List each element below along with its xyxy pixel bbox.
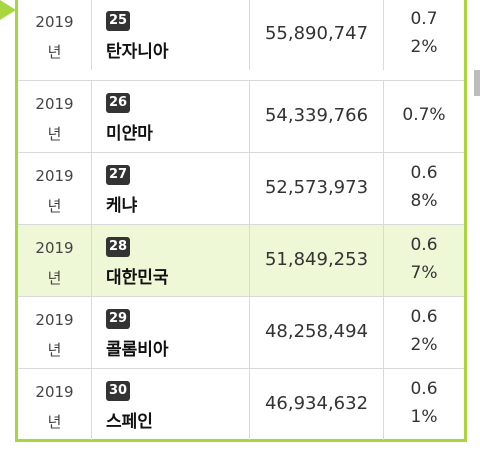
population-cell: 55,890,747 <box>250 0 384 70</box>
share-cell: 0.6 7% <box>384 225 464 296</box>
country-name: 대한민국 <box>106 268 169 288</box>
rank-badge: 30 <box>106 381 131 401</box>
share-cell: 0.6 1% <box>384 369 464 440</box>
population-table: 2019 년 25 탄자니아 55,890,747 0.7 2% 2019 년 … <box>15 0 467 442</box>
population-cell: 46,934,632 <box>250 369 384 440</box>
year-value: 2019 <box>35 239 74 257</box>
population-cell: 52,573,973 <box>250 153 384 224</box>
share-value: 0.7% <box>402 105 446 125</box>
country-cell: 26 미얀마 <box>92 81 250 152</box>
share-value-part1: 0.6 <box>410 379 438 399</box>
share-cell: 0.7 2% <box>384 0 464 70</box>
year-cell: 2019 년 <box>18 369 92 440</box>
share-cell: 0.7% <box>384 81 464 152</box>
share-value-part2: 2% <box>410 37 438 57</box>
year-cell: 2019 년 <box>18 0 92 70</box>
year-unit: 년 <box>47 125 62 143</box>
share-cell: 0.6 2% <box>384 297 464 368</box>
population-value: 54,339,766 <box>264 105 369 126</box>
rank-badge: 29 <box>106 309 131 329</box>
table-row[interactable]: 2019 년 25 탄자니아 55,890,747 0.7 2% <box>18 0 464 70</box>
table-row[interactable]: 2019 년 29 콜롬비아 48,258,494 0.6 2% <box>18 296 464 368</box>
rank-badge: 27 <box>106 165 131 185</box>
country-name: 콜롬비아 <box>106 340 169 360</box>
population-cell: 51,849,253 <box>250 225 384 296</box>
country-cell: 25 탄자니아 <box>92 0 250 70</box>
population-value: 52,573,973 <box>264 177 369 198</box>
country-name: 스페인 <box>106 412 153 432</box>
country-cell: 30 스페인 <box>92 369 250 440</box>
table-row-highlighted[interactable]: 2019 년 28 대한민국 51,849,253 0.6 7% <box>18 224 464 296</box>
year-unit: 년 <box>47 197 62 215</box>
country-name: 미얀마 <box>106 124 153 144</box>
country-cell: 29 콜롬비아 <box>92 297 250 368</box>
year-unit: 년 <box>47 269 62 287</box>
population-value: 55,890,747 <box>264 23 369 44</box>
year-cell: 2019 년 <box>18 297 92 368</box>
share-cell: 0.6 8% <box>384 153 464 224</box>
population-value: 51,849,253 <box>264 249 369 270</box>
share-value-part1: 0.7 <box>410 9 438 29</box>
scrollbar[interactable] <box>474 70 480 96</box>
country-cell: 27 케냐 <box>92 153 250 224</box>
year-unit: 년 <box>47 413 62 431</box>
country-name: 케냐 <box>106 196 138 216</box>
share-value-part2: 8% <box>410 191 438 211</box>
year-unit: 년 <box>47 43 62 61</box>
year-value: 2019 <box>35 13 74 31</box>
table-row[interactable]: 2019 년 27 케냐 52,573,973 0.6 8% <box>18 152 464 224</box>
population-value: 48,258,494 <box>264 321 369 342</box>
year-unit: 년 <box>47 341 62 359</box>
share-value-part2: 1% <box>410 407 438 427</box>
population-cell: 48,258,494 <box>250 297 384 368</box>
population-value: 46,934,632 <box>264 393 369 414</box>
year-value: 2019 <box>35 167 74 185</box>
share-value-part2: 2% <box>410 335 438 355</box>
year-cell: 2019 년 <box>18 81 92 152</box>
rank-badge: 26 <box>106 93 131 113</box>
year-value: 2019 <box>35 311 74 329</box>
country-cell: 28 대한민국 <box>92 225 250 296</box>
year-cell: 2019 년 <box>18 225 92 296</box>
country-name: 탄자니아 <box>106 42 169 62</box>
share-value-part1: 0.6 <box>410 163 438 183</box>
share-value-part1: 0.6 <box>410 235 438 255</box>
share-value-part1: 0.6 <box>410 307 438 327</box>
share-value-part2: 7% <box>410 263 438 283</box>
year-cell: 2019 년 <box>18 153 92 224</box>
rank-badge: 25 <box>106 11 131 31</box>
rank-badge: 28 <box>106 237 131 257</box>
ribbon-arrow-icon <box>0 0 16 20</box>
year-value: 2019 <box>35 95 74 113</box>
year-value: 2019 <box>35 383 74 401</box>
table-row[interactable]: 2019 년 30 스페인 46,934,632 0.6 1% <box>18 368 464 440</box>
table-row[interactable]: 2019 년 26 미얀마 54,339,766 0.7% <box>18 80 464 152</box>
population-cell: 54,339,766 <box>250 81 384 152</box>
